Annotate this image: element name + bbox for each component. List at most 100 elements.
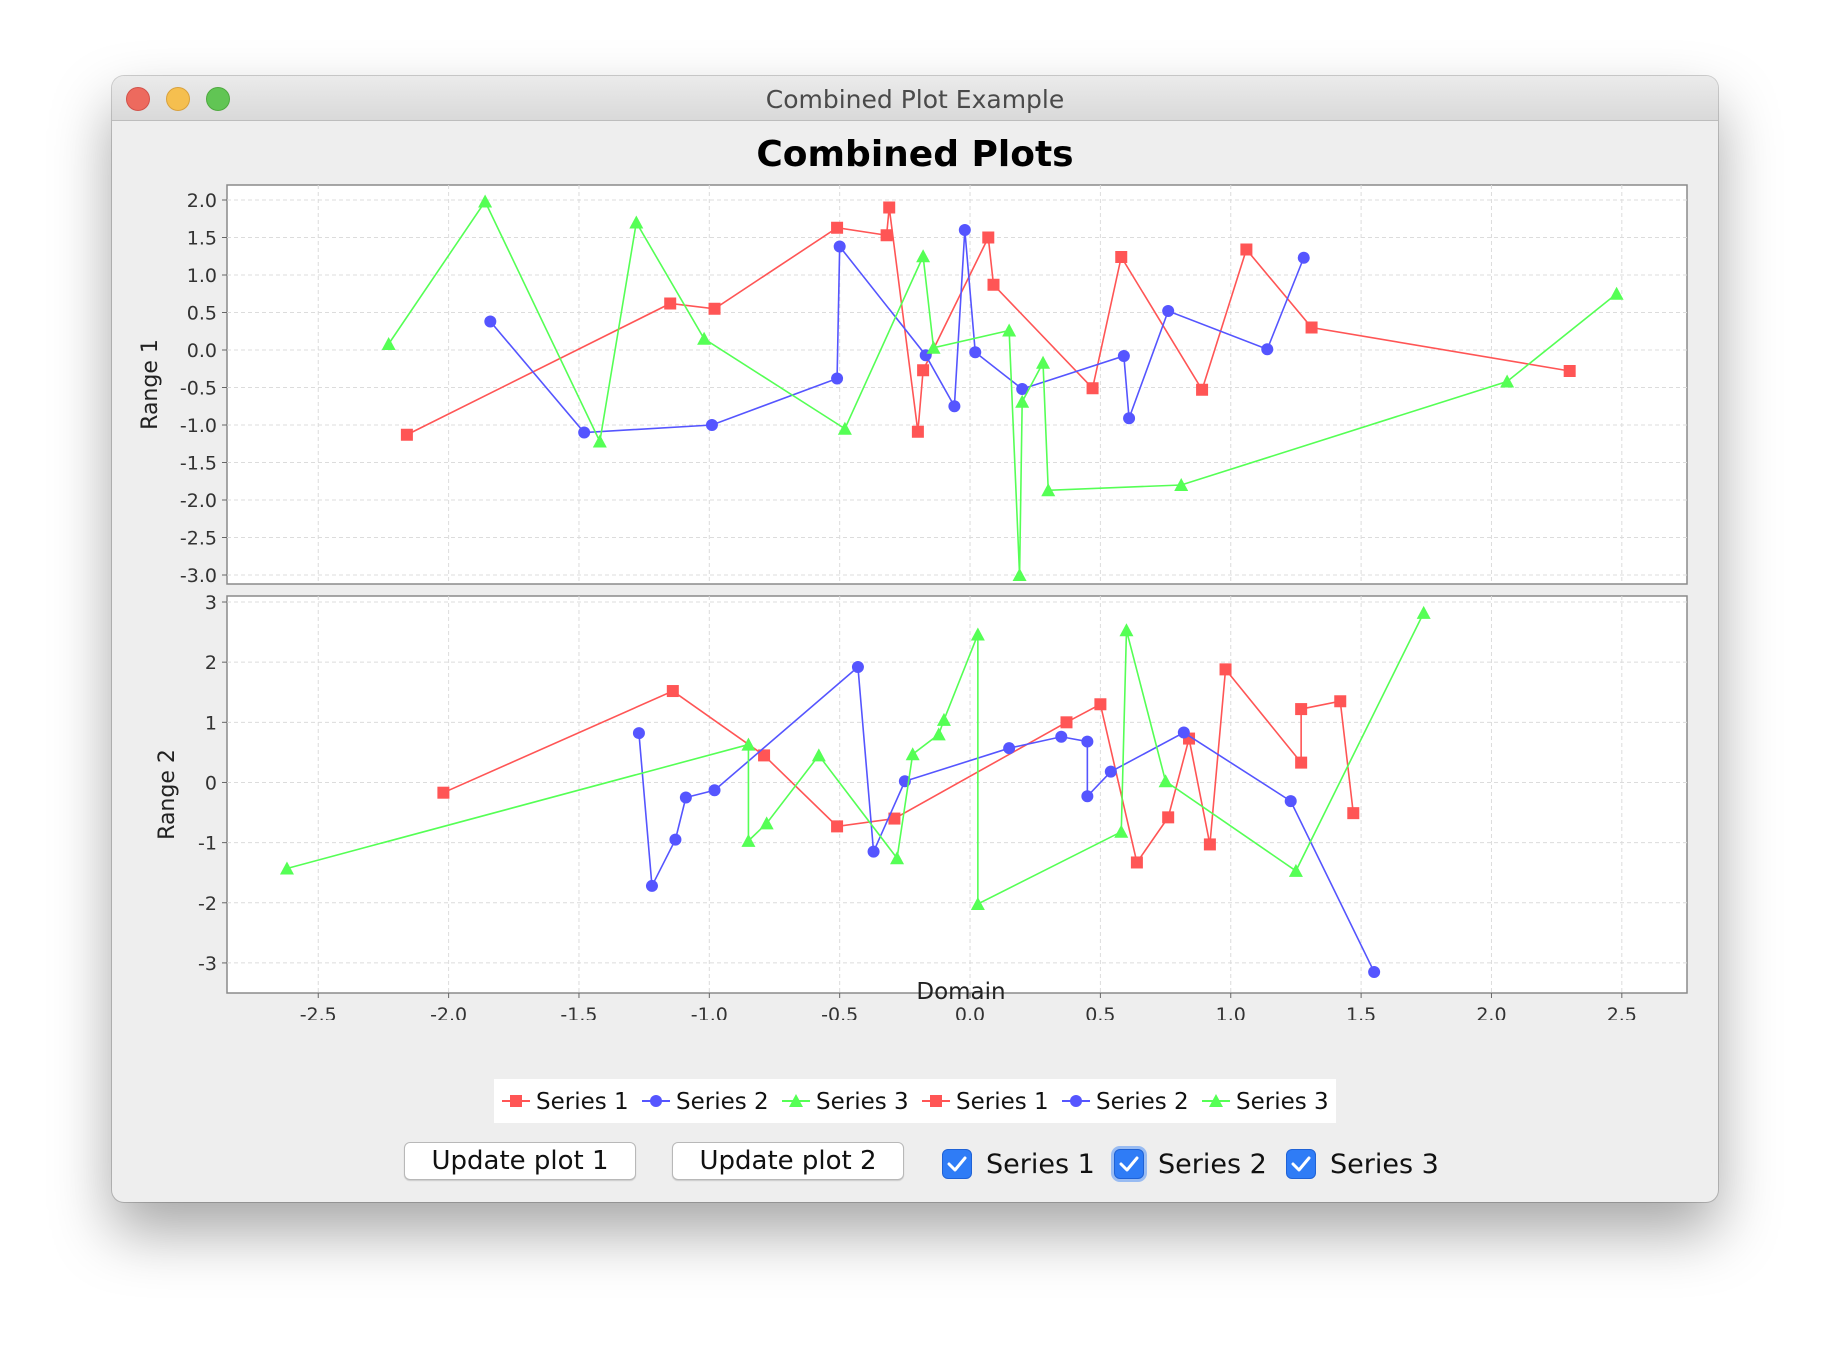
data-point <box>1261 343 1274 356</box>
data-point <box>837 421 852 435</box>
x-tick-label: 1.0 <box>1216 1004 1246 1020</box>
data-point <box>831 372 844 385</box>
data-point <box>578 426 591 439</box>
series-1-checkbox[interactable]: Series 1 <box>942 1148 1095 1180</box>
data-point <box>982 231 995 244</box>
legend-item-1: Series 1 <box>502 1089 629 1115</box>
close-window-button[interactable] <box>126 87 150 111</box>
data-point <box>1081 735 1094 748</box>
series-3-checkbox[interactable]: Series 3 <box>1286 1148 1439 1180</box>
data-point <box>1003 742 1016 755</box>
series-1-plot-1 <box>400 201 1576 441</box>
series-3-plot-1 <box>381 194 1624 581</box>
y-tick-label: -3.0 <box>180 565 217 587</box>
subplot-2: -3 -2 -1 0 1 2 3 Range 2 <box>155 592 1688 994</box>
legend-label: Series 3 <box>816 1089 909 1115</box>
data-point <box>1086 382 1099 395</box>
y-tick-label: 0.5 <box>187 303 217 325</box>
legend-marker <box>1209 1094 1223 1107</box>
data-point <box>629 215 644 229</box>
data-point <box>831 820 844 833</box>
series-3-checkbox-label: Series 3 <box>1330 1148 1439 1180</box>
data-point <box>758 749 771 762</box>
y-tick-label: -2 <box>198 893 217 915</box>
legend-item-5: Series 2 <box>1062 1089 1189 1115</box>
data-point <box>1015 394 1030 408</box>
series-2-checkbox[interactable]: Series 2 <box>1114 1148 1267 1180</box>
data-point <box>697 331 712 345</box>
y-tick-label: 3 <box>205 592 217 614</box>
series-line <box>638 665 1375 973</box>
data-point <box>1104 765 1117 778</box>
data-point <box>381 337 396 350</box>
app-window: Combined Plot Example Combined Plots -3.… <box>112 76 1718 1202</box>
legend-marker <box>510 1095 522 1107</box>
data-point <box>1012 568 1027 581</box>
data-point <box>1130 856 1143 869</box>
data-point <box>1123 412 1136 425</box>
data-point <box>484 315 497 328</box>
data-point <box>831 221 844 234</box>
data-point <box>741 833 756 847</box>
data-point <box>970 896 985 910</box>
maximize-window-button[interactable] <box>206 87 230 111</box>
update-plot-2-button[interactable]: Update plot 2 <box>672 1142 904 1180</box>
x-tick-label: 1.5 <box>1346 1004 1376 1020</box>
legend-item-4: Series 1 <box>922 1089 1049 1115</box>
data-point <box>1002 323 1017 337</box>
data-point <box>400 428 413 441</box>
checkbox-checked-icon[interactable] <box>1286 1149 1316 1179</box>
y-tick-label: 1.0 <box>187 265 217 287</box>
data-point <box>1219 663 1232 676</box>
data-point <box>1203 838 1216 851</box>
legend-marker <box>930 1095 942 1107</box>
window-title: Combined Plot Example <box>765 85 1065 114</box>
data-point <box>911 425 924 438</box>
data-point <box>645 879 658 892</box>
data-point <box>880 229 893 242</box>
data-point <box>1609 286 1624 300</box>
data-point <box>1500 374 1515 388</box>
checkbox-checked-icon[interactable] <box>1114 1149 1144 1179</box>
minimize-window-button[interactable] <box>166 87 190 111</box>
y-tick-label: -1.5 <box>180 453 217 475</box>
data-point <box>1288 863 1303 877</box>
plot-area-1 <box>226 184 1688 585</box>
series-line <box>387 199 1618 576</box>
update-plot-1-button[interactable]: Update plot 1 <box>404 1142 636 1180</box>
series-3-plot-2 <box>279 605 1431 910</box>
x-tick-label: 2.0 <box>1476 1004 1506 1020</box>
checkbox-checked-icon[interactable] <box>942 1149 972 1179</box>
data-point <box>478 194 493 208</box>
data-point <box>905 747 920 761</box>
data-point <box>811 748 826 762</box>
y-tick-label: 0 <box>205 772 217 794</box>
series-line <box>406 207 1570 436</box>
legend-marker <box>1070 1095 1082 1107</box>
data-point <box>1284 795 1297 808</box>
data-point <box>1094 698 1107 711</box>
x-tick-label: 0.5 <box>1085 1004 1115 1020</box>
series-2-plot-1 <box>484 224 1310 439</box>
data-point <box>1196 383 1209 396</box>
legend-label: Series 2 <box>1096 1089 1189 1115</box>
update-plot-2-label: Update plot 2 <box>699 1146 877 1176</box>
data-point <box>1055 730 1068 743</box>
data-point <box>1115 251 1128 263</box>
data-point <box>867 845 880 858</box>
data-point <box>1295 703 1308 716</box>
x-tick-label: -0.5 <box>821 1004 858 1020</box>
data-point <box>1334 695 1347 708</box>
y-tick-label: -2.0 <box>180 490 217 512</box>
data-point <box>1114 824 1129 838</box>
data-point <box>1347 807 1360 820</box>
legend-item-3: Series 3 <box>782 1089 909 1115</box>
data-point <box>1305 321 1318 334</box>
legend-marker <box>650 1095 662 1107</box>
subplot-1: -3.0 -2.5 -2.0 -1.5 -1.0 -0.5 0.0 0.5 1.0 1.5 2.0 R… <box>138 184 1688 587</box>
y-tick-label: -2.5 <box>180 528 217 550</box>
update-plot-1-label: Update plot 1 <box>431 1146 609 1176</box>
data-point <box>931 727 946 741</box>
legend-label: Series 1 <box>536 1089 629 1115</box>
data-point <box>926 340 941 354</box>
